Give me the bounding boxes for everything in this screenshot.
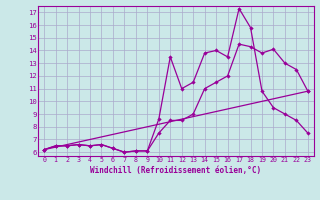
X-axis label: Windchill (Refroidissement éolien,°C): Windchill (Refroidissement éolien,°C)	[91, 166, 261, 175]
